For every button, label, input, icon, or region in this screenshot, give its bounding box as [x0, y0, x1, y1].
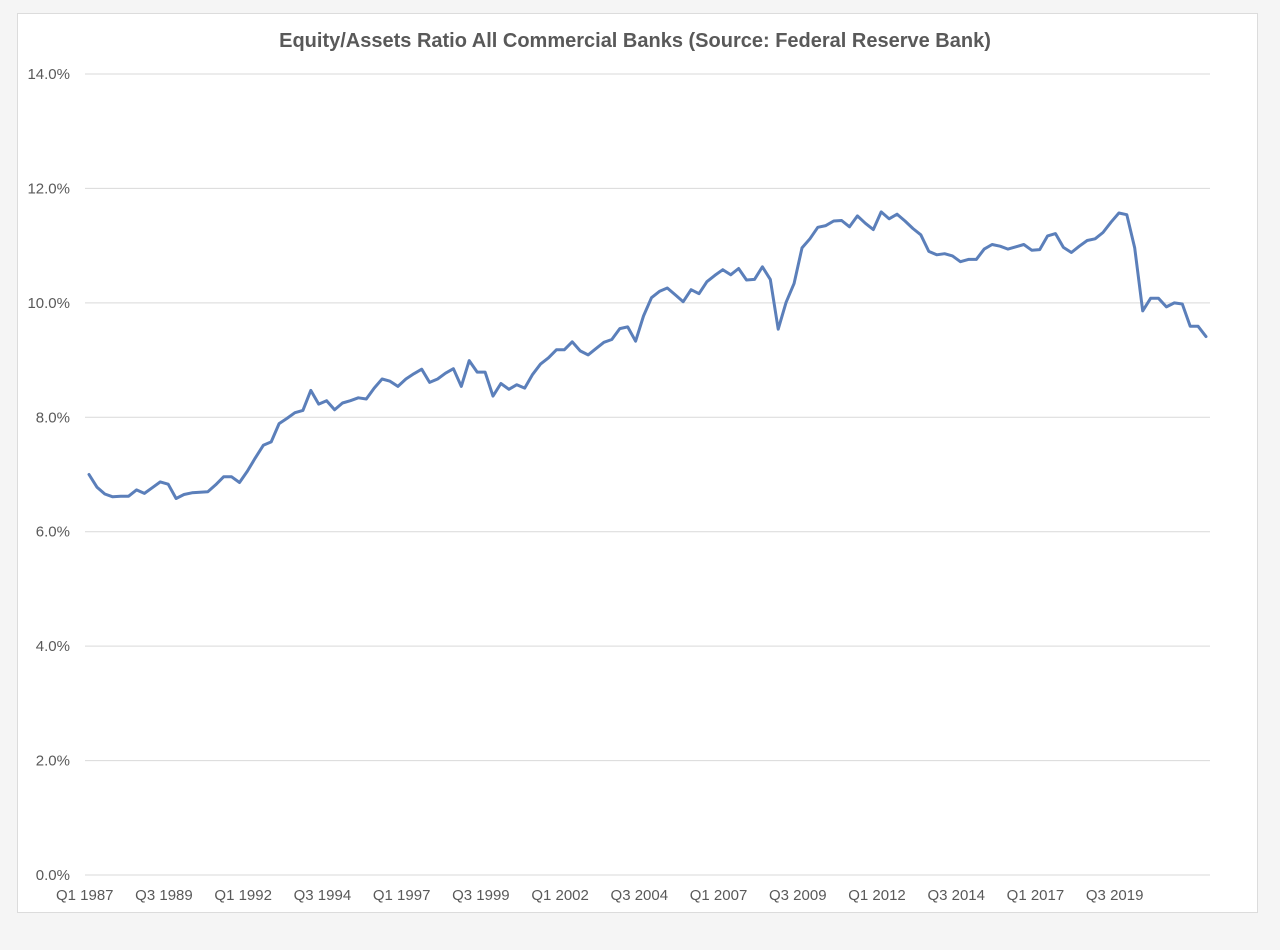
x-tick-label: Q1 2012: [848, 887, 906, 904]
chart-card: [17, 13, 1258, 913]
x-tick-label: Q1 1992: [214, 887, 272, 904]
y-tick-label: 8.0%: [36, 409, 70, 426]
y-tick-label: 4.0%: [36, 638, 70, 655]
x-tick-label: Q3 2019: [1086, 887, 1144, 904]
x-tick-label: Q3 1989: [135, 887, 193, 904]
y-tick-label: 12.0%: [27, 180, 70, 197]
y-tick-label: 6.0%: [36, 524, 70, 541]
x-tick-label: Q1 2017: [1007, 887, 1065, 904]
x-tick-label: Q1 1987: [56, 887, 114, 904]
y-tick-label: 2.0%: [36, 753, 70, 770]
x-tick-label: Q3 2014: [927, 887, 985, 904]
series-line-equity-assets: [87, 210, 1208, 500]
x-tick-label: Q1 2002: [531, 887, 589, 904]
x-tick-label: Q1 2007: [690, 887, 748, 904]
x-tick-label: Q3 2009: [769, 887, 827, 904]
x-tick-label: Q1 1997: [373, 887, 431, 904]
grid-layer: [85, 73, 1210, 876]
y-tick-label: 0.0%: [36, 867, 70, 884]
x-tick-label: Q3 1994: [294, 887, 352, 904]
x-tick-label: Q3 1999: [452, 887, 510, 904]
y-tick-label: 14.0%: [27, 66, 70, 83]
y-axis: 0.0% 2.0% 4.0% 6.0% 8.0% 10.0% 12.0% 14.0%: [27, 66, 70, 884]
series-layer: [87, 210, 1208, 500]
y-tick-label: 10.0%: [27, 295, 70, 312]
chart-title: Equity/Assets Ratio All Commercial Banks…: [279, 30, 991, 52]
x-axis: Q1 1987 Q3 1989 Q1 1992 Q3 1994 Q1 1997 Q3 19…: [56, 887, 1143, 904]
x-tick-label: Q3 2004: [611, 887, 669, 904]
